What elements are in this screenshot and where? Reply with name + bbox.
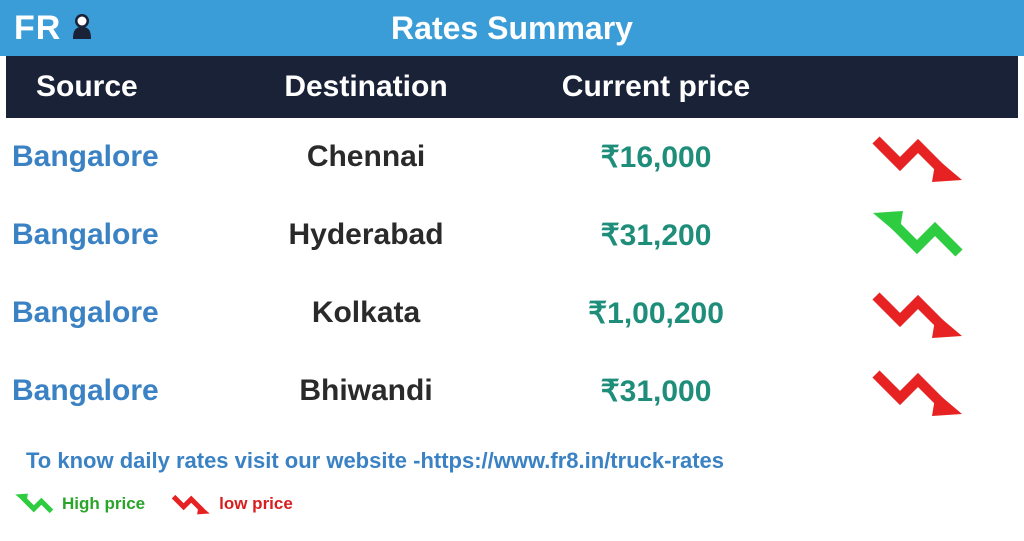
cell-source: Bangalore: [6, 374, 236, 408]
table-row: Bangalore Bhiwandi ₹31,000: [6, 352, 1018, 430]
cell-source: Bangalore: [6, 218, 236, 252]
table-header: Source Destination Current price: [6, 56, 1018, 118]
footer-note: To know daily rates visit our website -h…: [0, 430, 1024, 474]
cell-trend: [816, 208, 1018, 263]
cell-price: ₹31,200: [496, 218, 816, 253]
col-header-price: Current price: [496, 70, 816, 104]
trend-down-icon: [870, 130, 965, 185]
brand-logo: FR: [14, 9, 101, 48]
cell-destination: Kolkata: [236, 296, 496, 330]
brand-icon: [63, 9, 101, 47]
legend-low: low price: [171, 492, 293, 516]
trend-up-icon: [870, 208, 965, 263]
trend-down-icon: [870, 364, 965, 419]
legend-high-label: High price: [62, 494, 145, 514]
cell-source: Bangalore: [6, 140, 236, 174]
cell-price: ₹16,000: [496, 140, 816, 175]
legend-high: High price: [14, 492, 145, 516]
header-bar: FR Rates Summary: [0, 0, 1024, 56]
brand-text: FR: [14, 9, 61, 48]
cell-destination: Chennai: [236, 140, 496, 174]
cell-destination: Bhiwandi: [236, 374, 496, 408]
cell-source: Bangalore: [6, 296, 236, 330]
table-row: Bangalore Kolkata ₹1,00,200: [6, 274, 1018, 352]
legend-low-label: low price: [219, 494, 293, 514]
col-header-source: Source: [6, 70, 236, 104]
cell-price: ₹1,00,200: [496, 296, 816, 331]
trend-down-icon: [870, 286, 965, 341]
table-row: Bangalore Hyderabad ₹31,200: [6, 196, 1018, 274]
cell-destination: Hyderabad: [236, 218, 496, 252]
legend: High price low price: [0, 474, 1024, 516]
rates-table-body: Bangalore Chennai ₹16,000 Bangalore Hyde…: [0, 118, 1024, 430]
trend-down-icon: [171, 492, 211, 516]
cell-price: ₹31,000: [496, 374, 816, 409]
cell-trend: [816, 364, 1018, 419]
cell-trend: [816, 286, 1018, 341]
trend-up-icon: [14, 492, 54, 516]
table-row: Bangalore Chennai ₹16,000: [6, 118, 1018, 196]
col-header-destination: Destination: [236, 70, 496, 104]
page-title: Rates Summary: [391, 10, 633, 47]
cell-trend: [816, 130, 1018, 185]
